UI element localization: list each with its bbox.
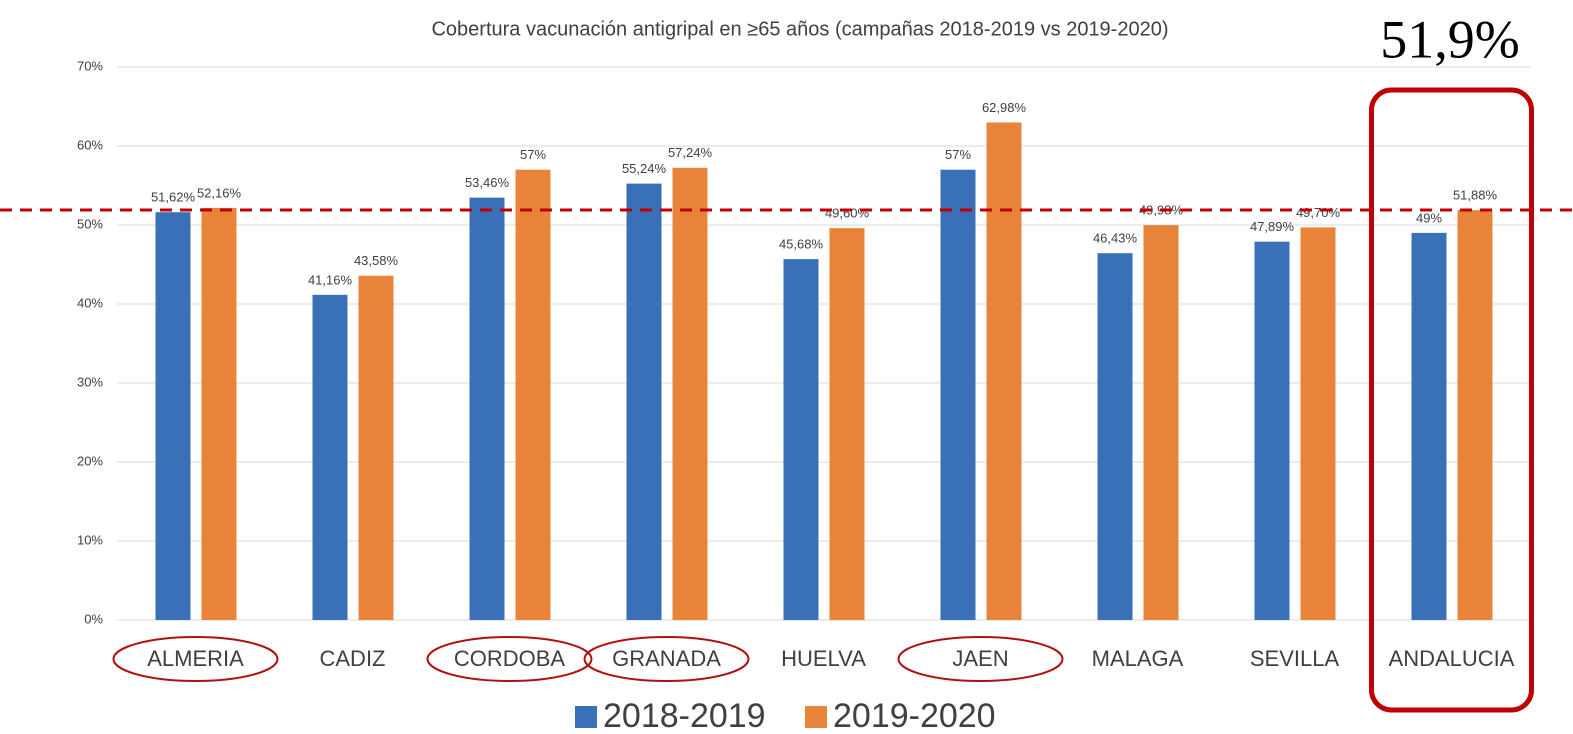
bar [1097, 253, 1133, 620]
value-label: 51,62% [151, 190, 196, 205]
bar [1143, 225, 1179, 620]
value-label: 49% [1416, 210, 1442, 225]
bar [783, 259, 819, 620]
value-label: 51,88% [1453, 188, 1498, 203]
legend-label: 2018-2019 [603, 697, 766, 734]
y-tick-label: 60% [77, 137, 103, 152]
legend-swatch [575, 706, 597, 728]
highlight-ellipse [583, 636, 750, 682]
bar [829, 228, 865, 620]
bar [940, 169, 976, 620]
bar [201, 207, 237, 620]
y-tick-label: 20% [77, 453, 103, 468]
value-label: 53,46% [465, 175, 510, 190]
x-tick-label: CORDOBA [454, 646, 566, 671]
bar [155, 212, 191, 620]
y-tick-label: 50% [77, 216, 103, 231]
value-label: 49,60% [825, 206, 870, 221]
y-tick-label: 10% [77, 532, 103, 547]
value-label: 45,68% [779, 237, 824, 252]
value-label: 57,24% [668, 145, 713, 160]
value-label: 62,98% [982, 100, 1027, 115]
bar [1457, 210, 1493, 620]
x-tick-label: MALAGA [1092, 646, 1184, 671]
y-tick-label: 40% [77, 295, 103, 310]
bar [672, 167, 708, 620]
value-label: 46,43% [1093, 231, 1138, 246]
x-tick-label: CADIZ [320, 646, 386, 671]
x-tick-label: ANDALUCIA [1389, 646, 1515, 671]
value-label: 43,58% [354, 253, 399, 268]
highlight-ellipse [897, 636, 1064, 682]
legend-swatch [805, 706, 827, 728]
x-tick-label: SEVILLA [1250, 646, 1340, 671]
bar [1300, 227, 1336, 620]
chart-title: Cobertura vacunación antigripal en ≥65 a… [431, 18, 1168, 40]
reference-label: 51,9% [1380, 9, 1519, 69]
bar [312, 294, 348, 620]
highlight-ellipse [112, 636, 279, 682]
value-label: 41,16% [308, 272, 353, 287]
value-label: 49,70% [1296, 205, 1341, 220]
legend-label: 2019-2020 [833, 697, 996, 734]
x-tick-label: HUELVA [781, 646, 866, 671]
bar [1411, 232, 1447, 620]
value-label: 52,16% [197, 185, 242, 200]
y-tick-label: 0% [84, 611, 103, 626]
highlight-box [1369, 87, 1534, 713]
bar [358, 275, 394, 620]
y-tick-label: 30% [77, 374, 103, 389]
x-tick-label: ALMERIA [147, 646, 244, 671]
bar [986, 122, 1022, 620]
highlight-ellipse [426, 636, 593, 682]
x-tick-label: JAEN [952, 646, 1008, 671]
value-label: 57% [520, 147, 546, 162]
bar [515, 169, 551, 620]
bar [626, 183, 662, 620]
bar [1254, 241, 1290, 620]
value-label: 57% [945, 147, 971, 162]
value-label: 55,24% [622, 161, 667, 176]
y-tick-label: 70% [77, 58, 103, 73]
x-tick-label: GRANADA [612, 646, 721, 671]
value-label: 47,89% [1250, 219, 1295, 234]
bar [469, 197, 505, 620]
